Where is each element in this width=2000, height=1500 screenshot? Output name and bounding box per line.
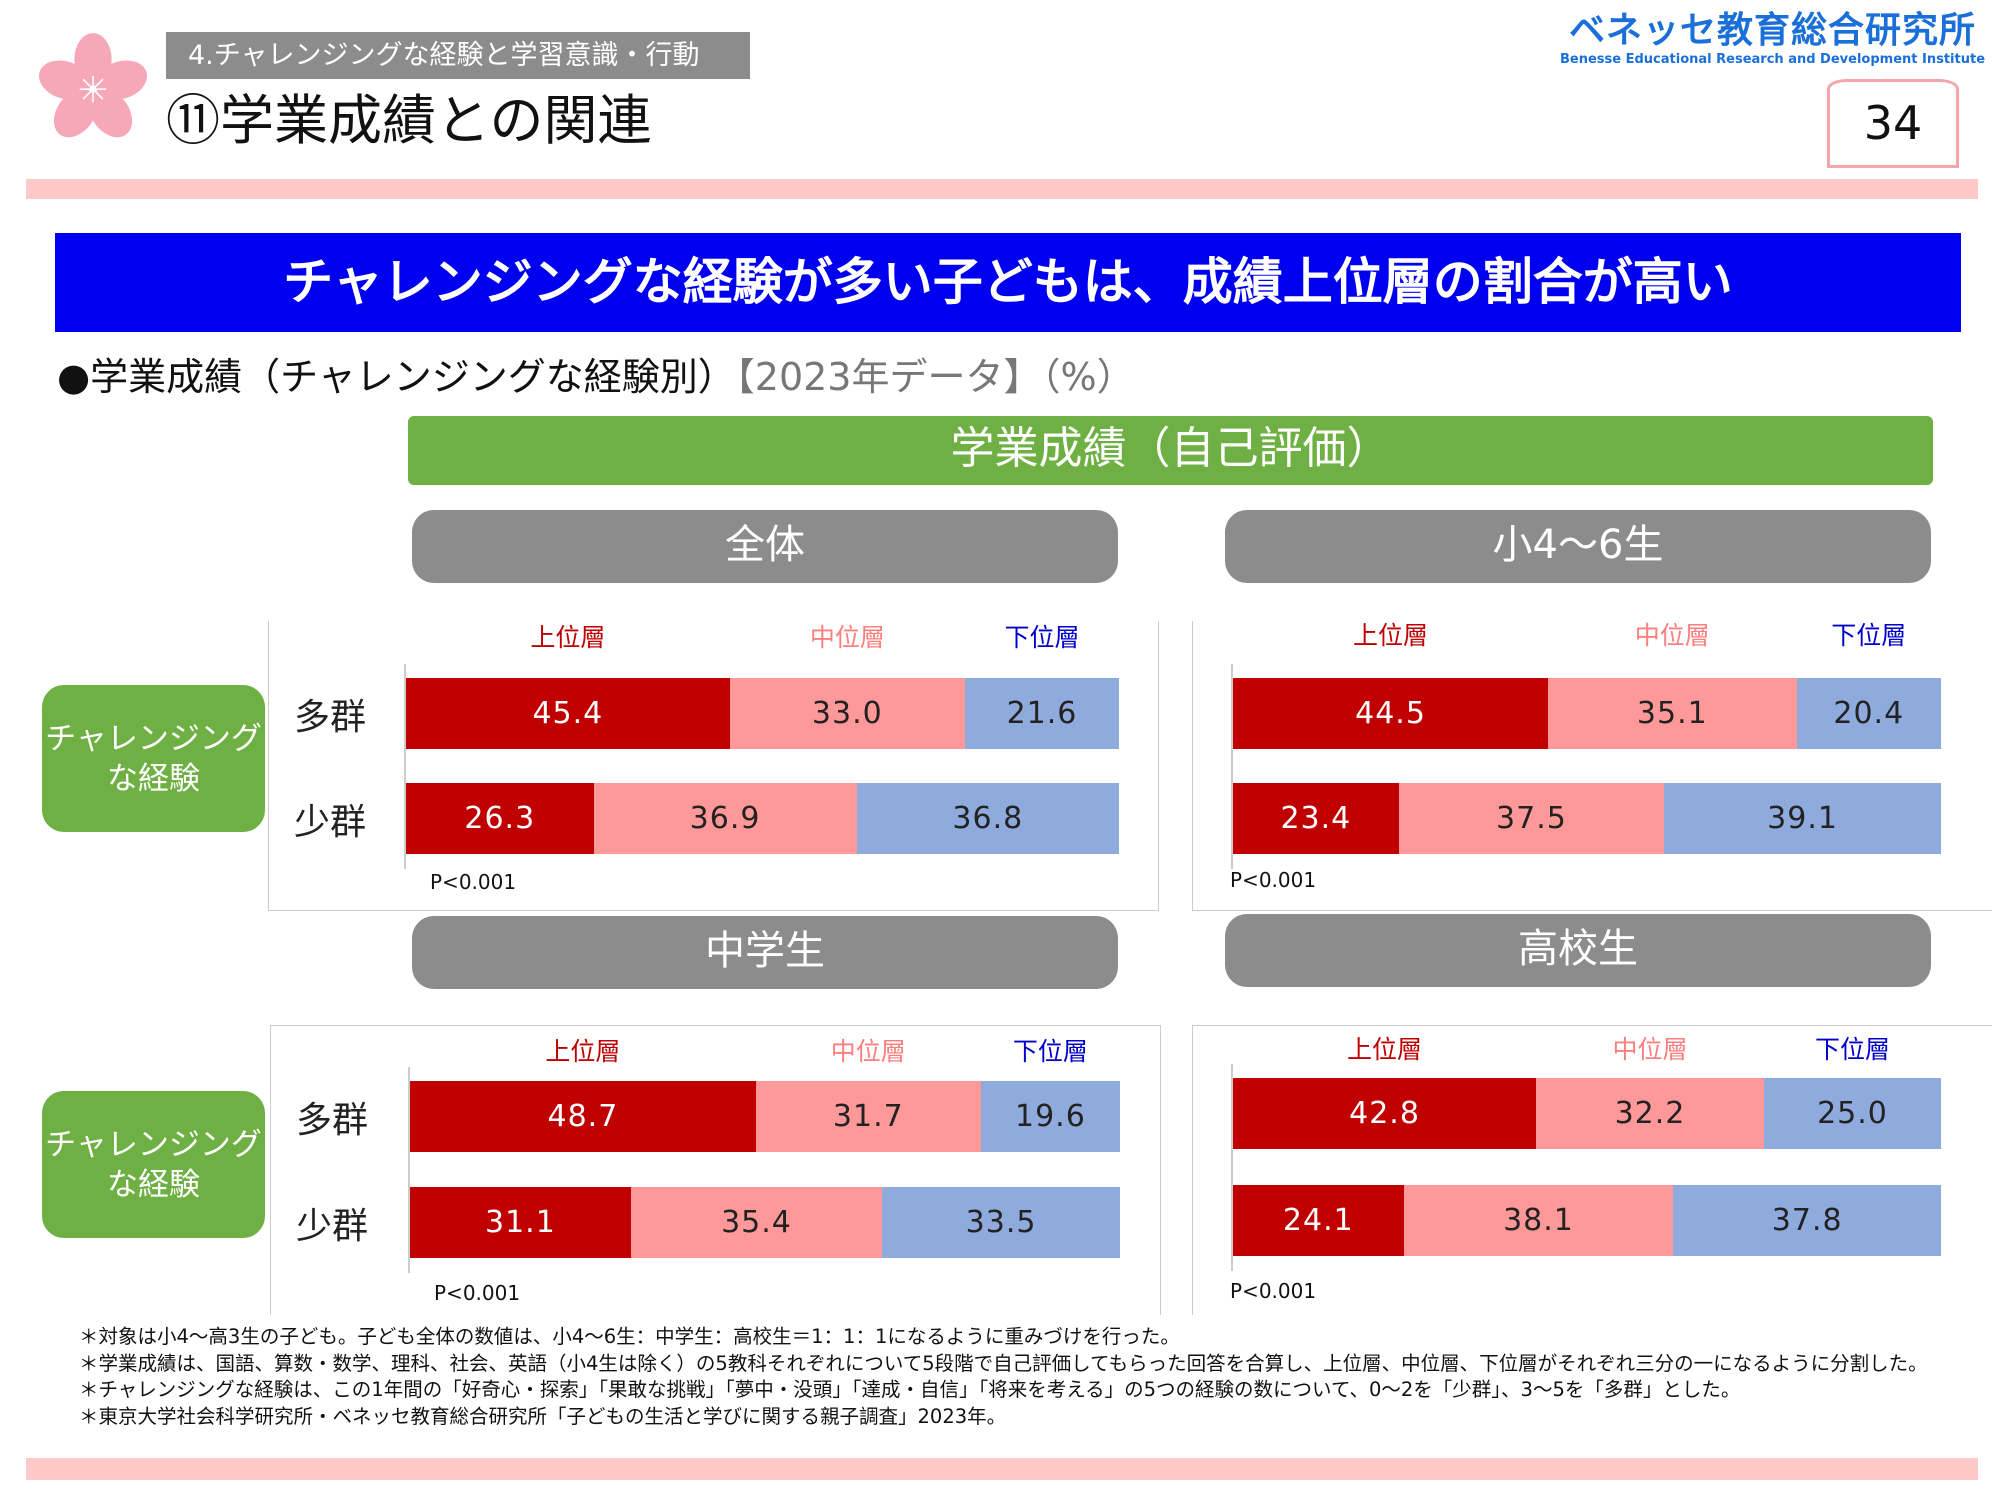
page-title: ⑪学業成績との関連 (166, 89, 652, 152)
panel-frame (270, 1025, 1161, 1315)
logo-en: Benesse Educational Research and Develop… (1560, 52, 1986, 67)
chart-header: 学業成績（自己評価） (408, 416, 1933, 485)
group-label: 少群 (294, 802, 367, 843)
p-value: P<0.001 (1230, 868, 1317, 892)
side-label-line: チャレンジング (45, 720, 262, 757)
side-label-line: な経験 (106, 1166, 200, 1203)
axis-line (404, 664, 406, 869)
bottom-divider (26, 1458, 1978, 1480)
stacked-bar: 42.8 32.2 25.0 (1233, 1078, 1941, 1149)
section-tag: 4.チャレンジングな経験と学習意識・行動 (166, 32, 750, 79)
bar-segment-lower: 21.6 (964, 678, 1119, 749)
headline-banner: チャレンジングな経験が多い子どもは、成績上位層の割合が高い (55, 233, 1961, 332)
panel-title: 全体 (412, 510, 1118, 583)
legend-middle: 中位層 (1612, 1035, 1688, 1064)
bar-segment-lower: 25.0 (1763, 1078, 1941, 1149)
stacked-bar: 24.1 38.1 37.8 (1233, 1185, 1941, 1256)
stacked-bar: 31.1 35.4 33.5 (410, 1187, 1120, 1258)
legend-upper: 上位層 (545, 1037, 621, 1066)
legend-lower: 下位層 (1831, 621, 1907, 650)
legend-lower: 下位層 (1012, 1037, 1088, 1066)
bar-segment-lower: 20.4 (1796, 678, 1941, 749)
side-label-challenge: チャレンジング な経験 (42, 685, 265, 832)
stacked-bar: 48.7 31.7 19.6 (410, 1081, 1120, 1152)
panel-title: 小4～6生 (1225, 510, 1931, 583)
footnote: ＊チャレンジングな経験は、この1年間の「好奇心・探索」「果敢な挑戦」「夢中・没頭… (79, 1378, 1741, 1401)
stacked-bar: 45.4 33.0 21.6 (406, 678, 1119, 749)
bar-segment-lower: 39.1 (1664, 783, 1941, 854)
bar-segment-middle: 37.5 (1398, 783, 1665, 854)
axis-line (408, 1067, 410, 1273)
group-label: 多群 (296, 1100, 369, 1141)
bar-segment-middle: 35.4 (630, 1187, 883, 1258)
side-label-line: な経験 (106, 760, 200, 797)
bar-segment-lower: 33.5 (882, 1187, 1120, 1258)
panel-title: 高校生 (1225, 914, 1931, 987)
legend-lower: 下位層 (1004, 623, 1080, 652)
p-value: P<0.001 (1230, 1279, 1317, 1303)
group-label: 少群 (296, 1206, 369, 1247)
panel-title: 中学生 (412, 916, 1118, 989)
bar-segment-lower: 37.8 (1673, 1185, 1941, 1256)
p-value: P<0.001 (434, 1281, 521, 1305)
legend-lower: 下位層 (1814, 1035, 1891, 1064)
panel-frame (268, 621, 1159, 911)
axis-line (1231, 664, 1233, 869)
axis-line (1231, 1064, 1233, 1271)
legend-upper: 上位層 (1353, 621, 1429, 650)
stacked-bar: 26.3 36.9 36.8 (406, 783, 1119, 854)
bar-segment-upper: 45.4 (406, 678, 730, 749)
stacked-bar: 23.4 37.5 39.1 (1233, 783, 1941, 854)
stacked-bar: 44.5 35.1 20.4 (1233, 678, 1941, 749)
footnote: ＊学業成績は、国語、算数・数学、理科、社会、英語（小4生は除く）の5教科それぞれ… (79, 1352, 1928, 1375)
top-divider (26, 179, 1978, 199)
bar-segment-middle: 33.0 (729, 678, 965, 749)
footnote: ＊対象は小4～高3生の子ども。子ども全体の数値は、小4～6生：中学生：高校生＝1… (79, 1325, 1180, 1348)
side-label-line: チャレンジング (45, 1126, 262, 1163)
p-value: P<0.001 (430, 870, 517, 894)
legend-middle: 中位層 (809, 623, 885, 652)
bar-segment-middle: 35.1 (1548, 678, 1797, 749)
bar-segment-lower: 19.6 (980, 1081, 1120, 1152)
footnote: ＊東京大学社会科学研究所・ベネッセ教育総合研究所「子どもの生活と学びに関する親子… (79, 1405, 1007, 1428)
page-number: 34 (1827, 79, 1959, 168)
bar-segment-middle: 38.1 (1403, 1185, 1674, 1256)
bar-segment-upper: 42.8 (1233, 1078, 1537, 1149)
legend-upper: 上位層 (1346, 1035, 1423, 1064)
chart-subtitle: ●学業成績（チャレンジングな経験別）【2023年データ】（%） (57, 352, 1135, 402)
bar-segment-middle: 36.9 (593, 783, 857, 854)
legend-upper: 上位層 (530, 623, 606, 652)
group-label: 多群 (294, 697, 367, 738)
legend-middle: 中位層 (1634, 621, 1710, 650)
subtitle-main: ●学業成績（チャレンジングな経験別） (57, 355, 736, 399)
subtitle-note: 【2023年データ】（%） (735, 355, 1135, 399)
bar-segment-upper: 26.3 (406, 783, 594, 854)
panel-frame (1192, 1025, 1992, 1315)
bar-segment-upper: 44.5 (1233, 678, 1549, 749)
bar-segment-upper: 24.1 (1233, 1185, 1404, 1256)
side-label-challenge: チャレンジング な経験 (42, 1091, 265, 1238)
legend-middle: 中位層 (830, 1037, 906, 1066)
bar-segment-upper: 23.4 (1233, 783, 1399, 854)
bar-segment-upper: 31.1 (410, 1187, 631, 1258)
benesse-logo: ベネッセ教育総合研究所 Benesse Educational Research… (1560, 10, 1985, 68)
logo-jp: ベネッセ教育総合研究所 (1568, 10, 1976, 51)
panel-frame (1192, 621, 1992, 911)
bar-segment-lower: 36.8 (856, 783, 1119, 854)
bar-segment-middle: 32.2 (1536, 1078, 1764, 1149)
sakura-logo-icon (38, 33, 148, 138)
bar-segment-upper: 48.7 (410, 1081, 756, 1152)
bar-segment-middle: 31.7 (755, 1081, 981, 1152)
